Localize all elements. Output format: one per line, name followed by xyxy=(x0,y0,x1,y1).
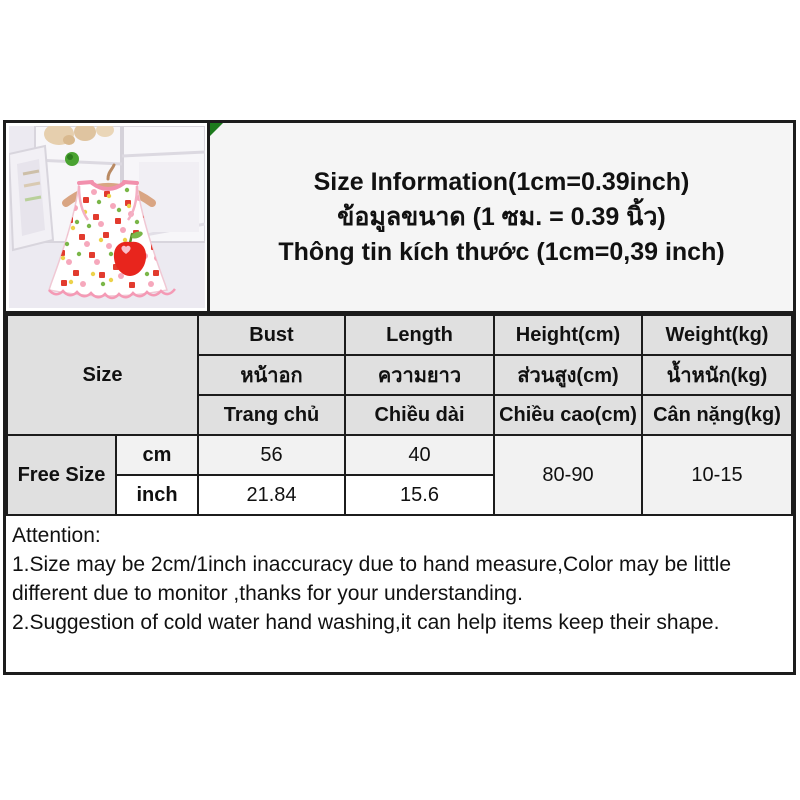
neck-trim xyxy=(89,181,126,191)
attention-line: different due to monitor ,thanks for you… xyxy=(12,582,523,605)
unit-cell-inch: inch xyxy=(115,474,199,516)
col-header-length-th: ความยาว xyxy=(344,354,495,396)
size-chart-sheet: Size Information(1cm=0.39inch) ข้อมูลขนา… xyxy=(3,120,796,675)
product-photo-illustration xyxy=(8,126,205,308)
table-row-inch: inch 21.84 15.6 xyxy=(7,474,792,516)
armhole-trim-left xyxy=(77,185,89,221)
col-header-height-th: ส่วนสูง(cm) xyxy=(493,354,643,396)
weight-range-cell: 10-15 xyxy=(641,434,793,516)
size-table: Size Bust Length Height(cm) Weight(kg) ห… xyxy=(6,314,793,516)
col-header-bust-en: Bust xyxy=(197,314,346,356)
col-header-weight-vi: Cân nặng(kg) xyxy=(641,394,793,436)
height-range-cell: 80-90 xyxy=(493,434,643,516)
table-row-cm: Free Size cm 56 40 80-90 10-15 xyxy=(6,434,793,516)
col-header-length-vi: Chiều dài xyxy=(344,394,495,436)
title-thai: ข้อมูลขนาด (1 ซม. = 0.39 นิ้ว) xyxy=(337,202,666,231)
plush-toys xyxy=(43,126,114,145)
attention-section: Attention: 1.Size may be 2cm/1inch inacc… xyxy=(6,516,793,672)
title-vietnamese: Thông tin kích thước (1cm=0,39 inch) xyxy=(278,237,725,266)
col-header-bust-vi: Trang chủ xyxy=(197,394,346,436)
hem-trim xyxy=(47,288,176,300)
bust-value-inch: 21.84 xyxy=(197,474,346,516)
free-size-cell: Free Size xyxy=(6,434,117,516)
col-header-weight-en: Weight(kg) xyxy=(641,314,793,356)
col-header-bust-th: หน้าอก xyxy=(197,354,346,396)
title-panel: Size Information(1cm=0.39inch) ข้อมูลขนา… xyxy=(210,123,793,311)
apple-applique xyxy=(113,231,146,276)
table-row-header-th: หน้าอก ความยาว ส่วนสูง(cm) น้ำหนัก(kg) xyxy=(7,354,793,396)
col-header-weight-th: น้ำหนัก(kg) xyxy=(641,354,793,396)
bust-value-cm: 56 xyxy=(197,434,346,476)
col-header-length-en: Length xyxy=(344,314,495,356)
picture-frame xyxy=(8,144,54,252)
length-value-cm: 40 xyxy=(344,434,495,476)
attention-line: 2.Suggestion of cold water hand washing,… xyxy=(12,611,720,634)
size-corner-cell: Size xyxy=(6,314,199,436)
col-header-height-en: Height(cm) xyxy=(493,314,643,356)
green-corner-marker xyxy=(210,123,223,136)
col-header-height-vi: Chiều cao(cm) xyxy=(493,394,643,436)
armhole-trim-right xyxy=(126,185,138,221)
attention-heading: Attention: xyxy=(12,524,101,547)
table-row-header-en: Size Bust Length Height(cm) Weight(kg) xyxy=(6,314,793,436)
product-photo xyxy=(6,123,210,311)
header-section: Size Information(1cm=0.39inch) ข้อมูลขนา… xyxy=(6,123,793,314)
table-row-header-vi: Trang chủ Chiều dài Chiều cao(cm) Cân nặ… xyxy=(7,394,793,436)
attention-line: 1.Size may be 2cm/1inch inaccuracy due t… xyxy=(12,553,732,576)
title-english: Size Information(1cm=0.39inch) xyxy=(313,167,690,196)
unit-cell-cm: cm xyxy=(115,434,199,476)
pom-pom xyxy=(64,152,79,166)
length-value-inch: 15.6 xyxy=(344,474,495,516)
